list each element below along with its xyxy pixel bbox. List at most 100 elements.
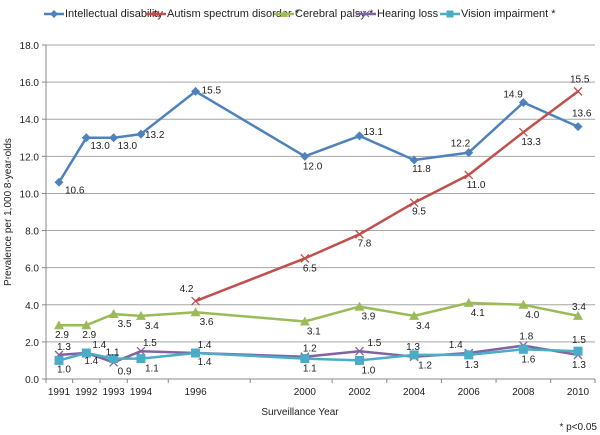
chart-legend: Intellectual disability Autism spectrum … <box>0 8 600 24</box>
data-label: 11.0 <box>467 180 486 191</box>
data-label: 1.5 <box>367 338 381 349</box>
triangle-marker <box>54 320 64 330</box>
data-label: 13.0 <box>90 141 110 152</box>
data-label: 3.5 <box>118 319 132 330</box>
data-label: 1.4 <box>198 340 212 351</box>
data-label: 1.6 <box>521 354 535 365</box>
legend-x-marker-icon <box>146 10 166 18</box>
x-marker <box>300 253 310 263</box>
x-marker <box>355 346 364 356</box>
data-label: 3.9 <box>361 312 375 323</box>
triangle-marker <box>463 297 474 307</box>
legend-item-hearing-loss: Hearing loss <box>356 8 438 20</box>
data-label: 1.1 <box>303 364 317 375</box>
data-label: 1.5 <box>572 335 586 346</box>
y-tick-label: 8.0 <box>25 227 39 238</box>
data-label: 13.2 <box>145 130 165 141</box>
legend-diamond-marker-icon <box>44 10 64 18</box>
legend-label: Hearing loss <box>377 8 439 20</box>
diamond-marker <box>354 131 364 141</box>
data-label: 13.6 <box>572 109 592 120</box>
y-tick-label: 0.0 <box>25 375 39 386</box>
data-label: 13.0 <box>118 141 138 152</box>
data-label: 4.2 <box>180 284 194 295</box>
x-axis-title: Surveillance Year <box>261 407 339 418</box>
data-label: 1.0 <box>361 365 375 376</box>
square-marker <box>109 354 119 364</box>
diamond-marker <box>136 129 146 139</box>
data-label: 6.5 <box>303 263 317 274</box>
triangle-marker <box>354 301 365 311</box>
legend-label: Vision impairment * <box>461 8 556 20</box>
data-label: 3.4 <box>572 302 586 313</box>
triangle-marker <box>409 310 420 320</box>
triangle-marker <box>135 310 146 320</box>
x-tick-label: 2006 <box>458 387 481 398</box>
y-tick-label: 6.0 <box>25 264 39 275</box>
legend-item-intellectual-disability: Intellectual disability <box>44 8 163 20</box>
data-label: 10.6 <box>65 185 85 196</box>
series-line <box>195 90 579 303</box>
square-marker <box>136 354 146 364</box>
data-label: 1.4 <box>449 340 463 351</box>
series-vision-impairment <box>54 344 583 365</box>
data-label: 1.4 <box>84 356 98 367</box>
y-axis-title: Prevalence per 1,000 8-year-olds <box>3 138 14 286</box>
triangle-marker <box>108 309 119 319</box>
y-tick-labels: 0.0 2.0 4.0 6.0 8.0 10.0 12.0 14.0 16.0 18.0 <box>20 41 40 386</box>
data-label: 12.0 <box>303 161 323 172</box>
diamond-marker <box>518 98 528 108</box>
data-label: 9.5 <box>412 207 426 218</box>
series-line <box>59 301 579 327</box>
legend-item-autism: Autism spectrum disorder * <box>146 8 299 20</box>
data-label: 3.4 <box>145 321 159 332</box>
data-label: 1.4 <box>198 357 212 368</box>
data-label: 1.1 <box>145 364 159 375</box>
axes <box>42 44 596 383</box>
data-label: 14.9 <box>503 90 523 101</box>
x-tick-label: 2008 <box>512 387 535 398</box>
legend-x-marker-icon <box>356 10 376 18</box>
x-marker <box>355 229 364 239</box>
square-marker <box>518 344 528 354</box>
square-marker <box>54 355 64 365</box>
series-group <box>54 86 583 367</box>
gridlines <box>46 44 595 343</box>
square-marker <box>81 348 91 358</box>
x-tick-label: 2010 <box>567 387 590 398</box>
square-marker <box>354 355 364 365</box>
x-tick-label: 1992 <box>75 387 98 398</box>
data-label: 1.3 <box>572 360 586 371</box>
data-label: 2.9 <box>55 330 69 341</box>
x-tick-label: 1991 <box>48 387 71 398</box>
data-label: 3.6 <box>200 317 214 328</box>
x-tick-label: 2002 <box>348 387 371 398</box>
x-tick-label: 1994 <box>130 387 153 398</box>
y-tick-label: 16.0 <box>20 78 40 89</box>
data-label: 13.3 <box>521 137 541 148</box>
legend-label: Autism spectrum disorder * <box>167 8 300 20</box>
data-label: 1.0 <box>57 364 71 375</box>
data-label: 13.1 <box>363 127 383 138</box>
diamond-marker <box>109 133 119 143</box>
legend-triangle-marker-icon <box>274 10 294 17</box>
data-label: 15.5 <box>570 74 590 85</box>
diamond-marker <box>54 177 64 187</box>
legend-square-marker-icon <box>440 10 460 18</box>
data-label: 2.9 <box>82 330 96 341</box>
x-marker <box>464 170 474 180</box>
data-label: 1.3 <box>406 342 420 353</box>
data-label: 3.4 <box>416 321 430 332</box>
triangle-marker <box>518 299 529 309</box>
data-label: 1.3 <box>57 342 71 353</box>
y-tick-label: 14.0 <box>20 115 40 126</box>
data-labels: 10.6 13.0 13.0 13.2 15.5 12.0 13.1 11.8 12.2 14.9… <box>55 74 592 377</box>
data-label: 0.9 <box>118 366 132 377</box>
triangle-marker <box>299 316 310 326</box>
x-marker <box>573 86 583 96</box>
triangle-marker <box>573 310 583 320</box>
legend-label: Cerebral palsy * <box>295 8 374 20</box>
y-tick-label: 18.0 <box>20 41 40 52</box>
square-marker <box>300 354 310 364</box>
data-label: 1.3 <box>465 360 479 371</box>
